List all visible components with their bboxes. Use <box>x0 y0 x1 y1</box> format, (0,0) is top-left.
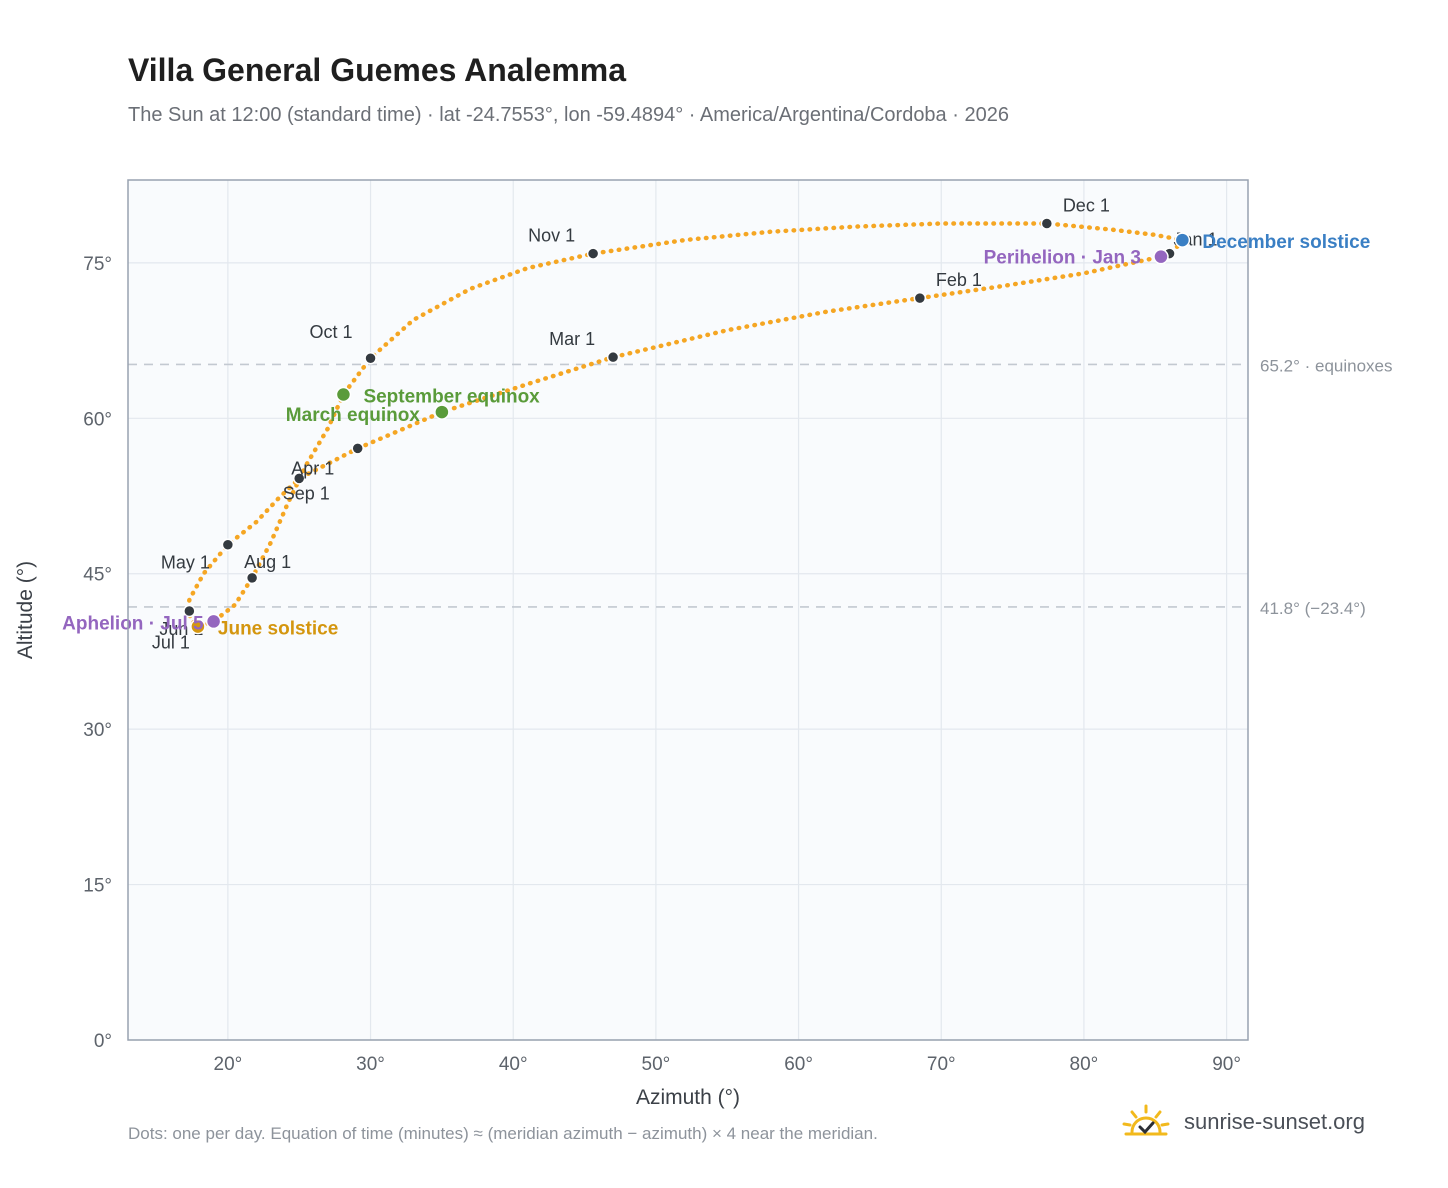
y-tick-label: 45° <box>83 565 112 586</box>
event-marker <box>1153 248 1169 265</box>
y-tick-label: 0° <box>94 1031 112 1052</box>
brand-logo: sunrise-sunset.org <box>1120 1104 1365 1140</box>
month-label: Nov 1 <box>528 226 575 246</box>
plot-frame <box>127 179 1249 1041</box>
chart-title: Villa General Guemes Analemma <box>128 52 627 88</box>
x-tick-label: 80° <box>1070 1054 1099 1075</box>
month-label: Mar 1 <box>549 329 595 349</box>
y-tick-label: 30° <box>83 720 112 741</box>
month-marker <box>351 442 364 455</box>
event-label: Perihelion · Jan 3 <box>984 248 1141 269</box>
month-marker <box>245 571 259 585</box>
y-axis-label: Altitude (°) <box>14 561 37 659</box>
event-label: December solstice <box>1202 232 1370 253</box>
y-tick-label: 60° <box>83 409 112 430</box>
x-tick-label: 20° <box>214 1054 243 1075</box>
event-label: June solstice <box>218 619 338 640</box>
plot-area <box>128 180 1248 1040</box>
event-marker <box>335 386 352 403</box>
month-marker <box>913 291 927 305</box>
reference-line-label: 65.2° · equinoxes <box>1260 356 1393 375</box>
x-axis-label: Azimuth (°) <box>636 1086 740 1109</box>
x-tick-label: 60° <box>784 1054 813 1075</box>
month-label: Aug 1 <box>244 552 291 572</box>
month-label: Dec 1 <box>1063 196 1110 216</box>
month-label: Jul 1 <box>152 633 190 653</box>
chart-subtitle: The Sun at 12:00 (standard time) · lat -… <box>128 104 1009 126</box>
month-label: Oct 1 <box>310 322 353 342</box>
event-marker <box>1174 232 1191 248</box>
event-marker <box>205 613 222 630</box>
month-marker <box>221 538 235 551</box>
month-label: May 1 <box>161 553 210 573</box>
event-label: Aphelion · Jul 5 <box>62 613 204 634</box>
month-marker <box>1040 217 1054 230</box>
y-tick-label: 75° <box>83 254 112 275</box>
month-label: Sep 1 <box>283 483 330 503</box>
month-label: Apr 1 <box>291 458 334 478</box>
event-label: March equinox <box>286 405 421 426</box>
y-tick-label: 15° <box>83 876 112 897</box>
axis-ticks: 20° 30° 40° 50° 60° 70° 80° 90° 0° 15° 30° 45° 60° 75… <box>83 254 1241 1075</box>
month-marker <box>183 604 196 618</box>
brand-name: sunrise-sunset.org <box>1184 1109 1365 1134</box>
month-marker <box>364 351 377 365</box>
x-tick-label: 90° <box>1212 1054 1241 1075</box>
sun-logo-icon <box>1122 1104 1170 1136</box>
month-marker <box>292 472 306 485</box>
month-marker <box>586 247 600 260</box>
event-marker <box>434 404 450 420</box>
x-tick-label: 50° <box>642 1054 671 1075</box>
reference-lines: 65.2° · equinoxes 41.8° (−23.4°) <box>128 356 1393 618</box>
footnote: Dots: one per day. Equation of time (min… <box>128 1124 878 1143</box>
x-tick-label: 40° <box>499 1054 528 1075</box>
month-label: Feb 1 <box>936 270 982 290</box>
event-label: September equinox <box>363 386 540 407</box>
x-tick-label: 70° <box>927 1054 956 1075</box>
month-marker <box>606 350 620 364</box>
event-marker <box>190 618 206 635</box>
reference-line-label: 41.8° (−23.4°) <box>1260 599 1366 618</box>
x-tick-label: 30° <box>356 1054 385 1075</box>
